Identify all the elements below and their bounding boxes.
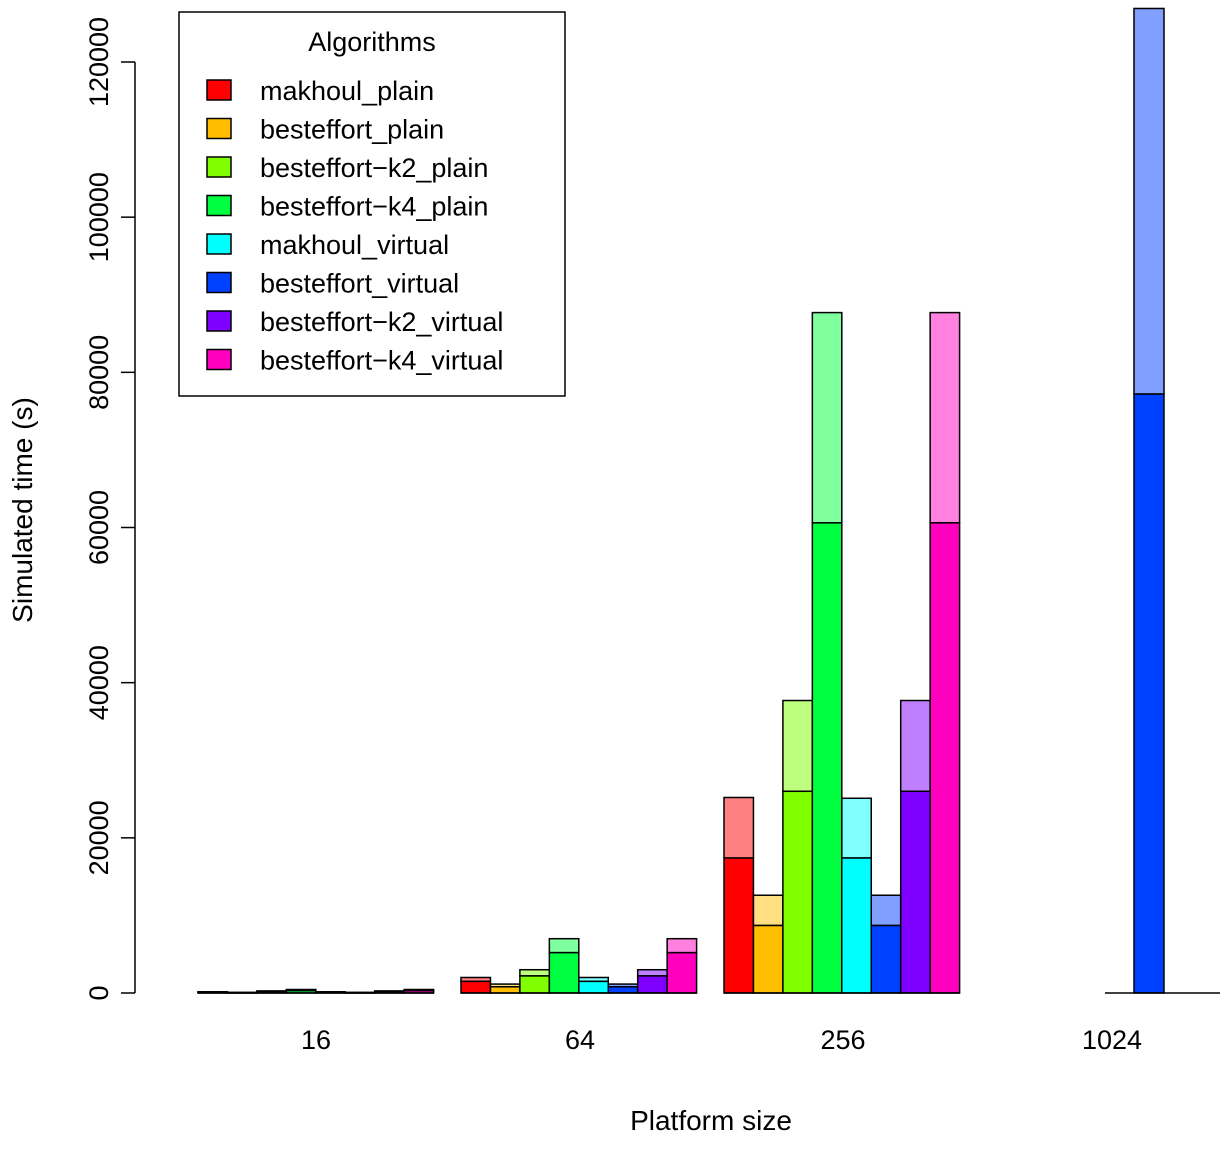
y-tick-label: 0	[84, 985, 114, 1000]
bar-overhead-segment	[811, 311, 843, 524]
bar-base-segment	[899, 790, 931, 994]
bar-base-segment	[723, 857, 755, 994]
bar-overhead-segment	[841, 797, 872, 859]
legend-box	[178, 11, 566, 397]
y-tick-label: 40000	[84, 645, 114, 720]
x-tick-label: 64	[565, 1025, 595, 1055]
bar-base-segment	[841, 857, 872, 994]
bar-base-segment	[870, 924, 902, 994]
x-axis-label: Platform size	[630, 1105, 792, 1136]
legend-label: besteffort_virtual	[260, 269, 459, 299]
bar-base-segment	[752, 924, 784, 994]
legend-swatch	[206, 348, 232, 371]
bars	[197, 7, 1165, 994]
bar-overhead-segment	[899, 699, 931, 793]
bar-base-segment	[607, 986, 639, 994]
legend: Algorithms makhoul_plain besteffort_plain…	[178, 11, 566, 397]
y-tick-label: 100000	[84, 172, 114, 262]
legend-label: besteffort−k2_plain	[260, 153, 488, 183]
legend-swatch	[206, 271, 232, 294]
y-axis: 0 20000 40000 60000 80000 100000 120000	[84, 17, 136, 1001]
legend-swatch	[206, 310, 232, 332]
bar-overhead-segment	[636, 968, 668, 977]
legend-label: makhoul_virtual	[260, 230, 449, 260]
bar-base-segment	[782, 790, 814, 994]
y-tick-label: 60000	[84, 490, 114, 565]
legend-label: besteffort−k4_plain	[260, 192, 488, 222]
legend-swatch	[206, 79, 232, 101]
bar-overhead-segment	[929, 311, 961, 524]
bar-base-segment	[929, 522, 961, 994]
x-tick-label: 16	[301, 1025, 331, 1055]
bar-overhead-segment	[1133, 7, 1165, 395]
legend-title: Algorithms	[308, 27, 436, 57]
legend-label: besteffort−k4_virtual	[260, 346, 503, 376]
bar-overhead-segment	[752, 894, 784, 927]
legend-items: makhoul_plain besteffort_plain besteffort−…	[206, 76, 503, 376]
y-axis-label: Simulated time (s)	[7, 397, 38, 623]
bar-overhead-segment	[782, 699, 814, 793]
bar-overhead-segment	[519, 968, 551, 977]
bar-base-segment	[666, 951, 698, 994]
bar-base-segment	[811, 522, 843, 994]
y-tick-label: 20000	[84, 800, 114, 875]
legend-swatch	[206, 194, 232, 217]
y-tick-label: 80000	[84, 335, 114, 410]
bar-base-segment	[489, 986, 521, 994]
bar-overhead-segment	[723, 796, 755, 859]
bar-base-segment	[578, 980, 609, 994]
bar-base-segment	[548, 951, 580, 994]
bar-overhead-segment	[666, 937, 698, 954]
x-tick-label: 256	[820, 1025, 865, 1055]
legend-swatch	[206, 233, 232, 255]
legend-label: besteffort_plain	[260, 115, 444, 145]
bar-base-segment	[519, 975, 551, 994]
y-tick-label: 120000	[84, 17, 114, 107]
legend-swatch	[206, 156, 232, 178]
legend-label: makhoul_plain	[260, 76, 434, 106]
bar-base-segment	[460, 980, 492, 994]
bar-overhead-segment	[870, 894, 902, 927]
bar-overhead-segment	[548, 937, 580, 954]
x-tick-labels: 16 64 256 1024	[301, 1025, 1142, 1055]
legend-swatch	[206, 117, 232, 140]
x-tick-label: 1024	[1082, 1025, 1142, 1055]
bar-base-segment	[1133, 393, 1165, 994]
legend-label: besteffort−k2_virtual	[260, 307, 503, 337]
bar-base-segment	[636, 975, 668, 994]
